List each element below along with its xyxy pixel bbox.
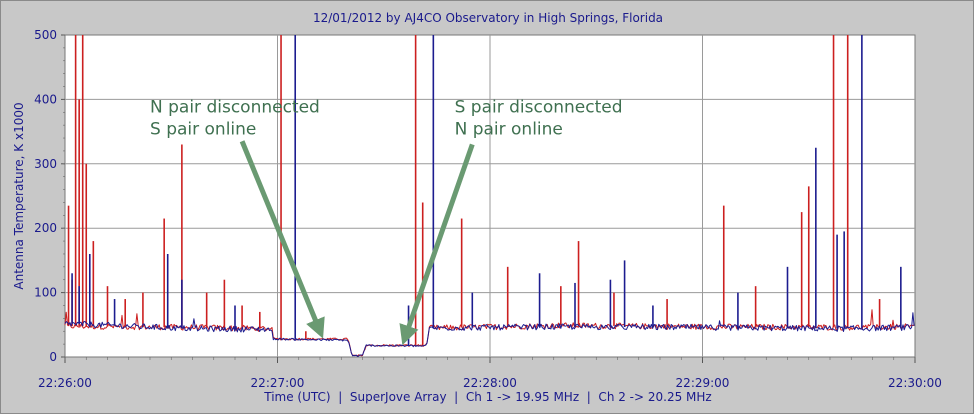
x-tick-label: 22:29:00 bbox=[676, 376, 730, 390]
x-tick-label: 22:28:00 bbox=[463, 376, 517, 390]
y-tick-label: 500 bbox=[34, 28, 57, 42]
x-axis-label: Time (UTC) | SuperJove Array | Ch 1 -> 1… bbox=[264, 390, 712, 404]
chart-title: 12/01/2012 by AJ4CO Observatory in High … bbox=[312, 11, 664, 25]
x-tick-label: 22:26:00 bbox=[38, 376, 92, 390]
y-tick-label: 0 bbox=[49, 350, 57, 364]
y-tick-label: 400 bbox=[34, 92, 57, 106]
x-tick-label: 22:30:00 bbox=[888, 376, 942, 390]
annotation-arrow-2 bbox=[399, 143, 475, 346]
x-tick-label: 22:27:00 bbox=[251, 376, 305, 390]
annotation-text-2: S pair disconnected bbox=[455, 97, 623, 117]
annotation-text-1: N pair disconnected bbox=[150, 97, 320, 117]
annotation-arrow-1 bbox=[239, 140, 325, 339]
annotation-text-1: S pair online bbox=[150, 119, 256, 139]
y-tick-label: 200 bbox=[34, 221, 57, 235]
series-line-2 bbox=[64, 312, 915, 357]
y-tick-label: 100 bbox=[34, 286, 57, 300]
y-tick-label: 300 bbox=[34, 157, 57, 171]
annotation-text-2: N pair online bbox=[455, 119, 563, 139]
